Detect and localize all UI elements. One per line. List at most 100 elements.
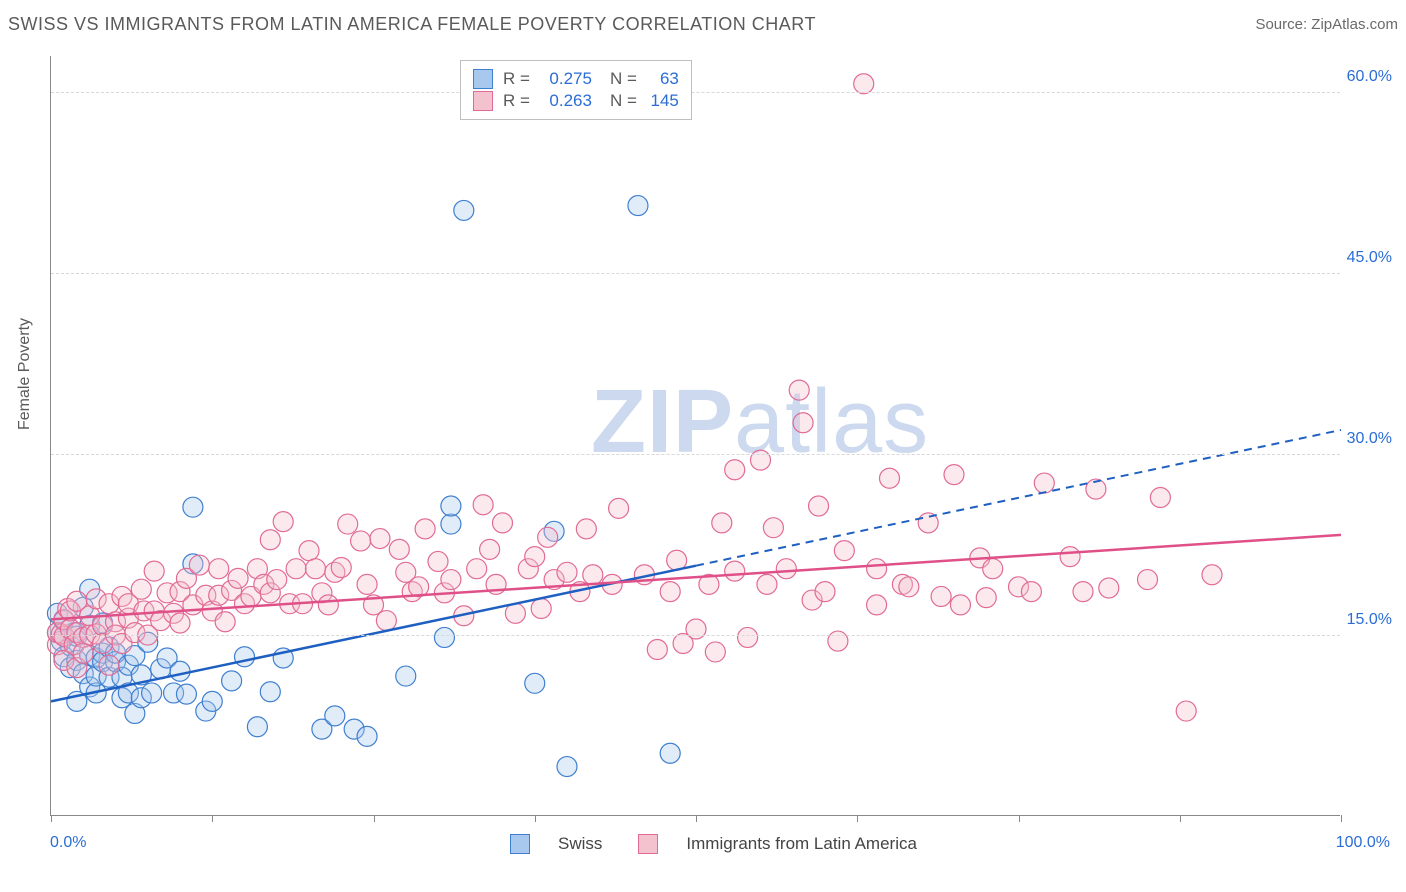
data-point (473, 495, 493, 515)
x-tick (696, 815, 697, 822)
legend-swatch (638, 834, 658, 854)
data-point (712, 513, 732, 533)
data-point (705, 642, 725, 662)
data-point (183, 497, 203, 517)
data-point (660, 743, 680, 763)
data-point (854, 74, 874, 94)
gridline (51, 92, 1340, 93)
data-point (789, 380, 809, 400)
data-point (325, 706, 345, 726)
data-point (776, 559, 796, 579)
gridline (51, 454, 1340, 455)
legend-row: R = 0.275N =63 (473, 69, 679, 89)
data-point (215, 612, 235, 632)
legend-r-value: 0.263 (530, 91, 592, 111)
data-point (983, 559, 1003, 579)
data-point (286, 559, 306, 579)
data-point (267, 570, 287, 590)
legend-n-value: 63 (637, 69, 679, 89)
legend-n-label: N = (610, 69, 637, 89)
data-point (931, 586, 951, 606)
legend-n-label: N = (610, 91, 637, 111)
data-point (763, 518, 783, 538)
legend-label: Immigrants from Latin America (686, 834, 917, 854)
data-point (331, 557, 351, 577)
data-point (144, 561, 164, 581)
data-point (357, 726, 377, 746)
data-point (660, 582, 680, 602)
data-point (260, 682, 280, 702)
data-point (441, 570, 461, 590)
data-point (1202, 565, 1222, 585)
plot-area: ZIPatlas (50, 56, 1340, 816)
data-point (396, 666, 416, 686)
data-point (176, 684, 196, 704)
chart-header: SWISS VS IMMIGRANTS FROM LATIN AMERICA F… (8, 14, 1398, 35)
data-point (247, 717, 267, 737)
x-axis-max-label: 100.0% (1336, 834, 1390, 852)
legend-r-label: R = (503, 69, 530, 89)
data-point (725, 561, 745, 581)
legend-row: R = 0.263N =145 (473, 91, 679, 111)
trend-line-dashed (696, 430, 1341, 566)
chart-source: Source: ZipAtlas.com (1255, 16, 1398, 33)
data-point (260, 530, 280, 550)
x-tick (857, 815, 858, 822)
data-point (583, 565, 603, 585)
legend-n-value: 145 (637, 91, 679, 111)
legend-label: Swiss (558, 834, 602, 854)
data-point (1099, 578, 1119, 598)
x-tick (1180, 815, 1181, 822)
data-point (351, 531, 371, 551)
data-point (228, 568, 248, 588)
data-point (1138, 570, 1158, 590)
legend-swatch (473, 69, 493, 89)
data-point (531, 599, 551, 619)
data-point (834, 541, 854, 561)
x-tick (212, 815, 213, 822)
data-point (725, 460, 745, 480)
data-point (480, 539, 500, 559)
legend-swatch (510, 834, 530, 854)
data-point (867, 559, 887, 579)
x-tick (374, 815, 375, 822)
data-point (793, 413, 813, 433)
data-point (467, 559, 487, 579)
chart-title: SWISS VS IMMIGRANTS FROM LATIN AMERICA F… (8, 14, 816, 35)
data-point (189, 555, 209, 575)
data-point (338, 514, 358, 534)
data-point (318, 595, 338, 615)
data-point (202, 691, 222, 711)
x-tick (1341, 815, 1342, 822)
correlation-legend: R = 0.275N =63R = 0.263 N =145 (460, 60, 692, 120)
data-point (222, 671, 242, 691)
data-point (809, 496, 829, 516)
x-tick (51, 815, 52, 822)
data-point (389, 539, 409, 559)
data-point (305, 559, 325, 579)
y-tick-label: 15.0% (1292, 611, 1392, 629)
data-point (1021, 582, 1041, 602)
data-point (944, 465, 964, 485)
data-point (428, 551, 448, 571)
data-point (273, 512, 293, 532)
data-point (299, 541, 319, 561)
data-point (815, 582, 835, 602)
y-tick-label: 30.0% (1292, 430, 1392, 448)
gridline (51, 635, 1340, 636)
data-point (357, 574, 377, 594)
data-point (209, 559, 229, 579)
data-point (880, 468, 900, 488)
data-point (867, 595, 887, 615)
data-point (454, 200, 474, 220)
data-point (434, 627, 454, 647)
data-point (73, 643, 93, 663)
data-point (1073, 582, 1093, 602)
chart-svg (51, 56, 1340, 815)
data-point (376, 611, 396, 631)
data-point (950, 595, 970, 615)
data-point (1060, 547, 1080, 567)
data-point (609, 498, 629, 518)
x-tick (535, 815, 536, 822)
series-legend: Swiss Immigrants from Latin America (510, 834, 935, 854)
